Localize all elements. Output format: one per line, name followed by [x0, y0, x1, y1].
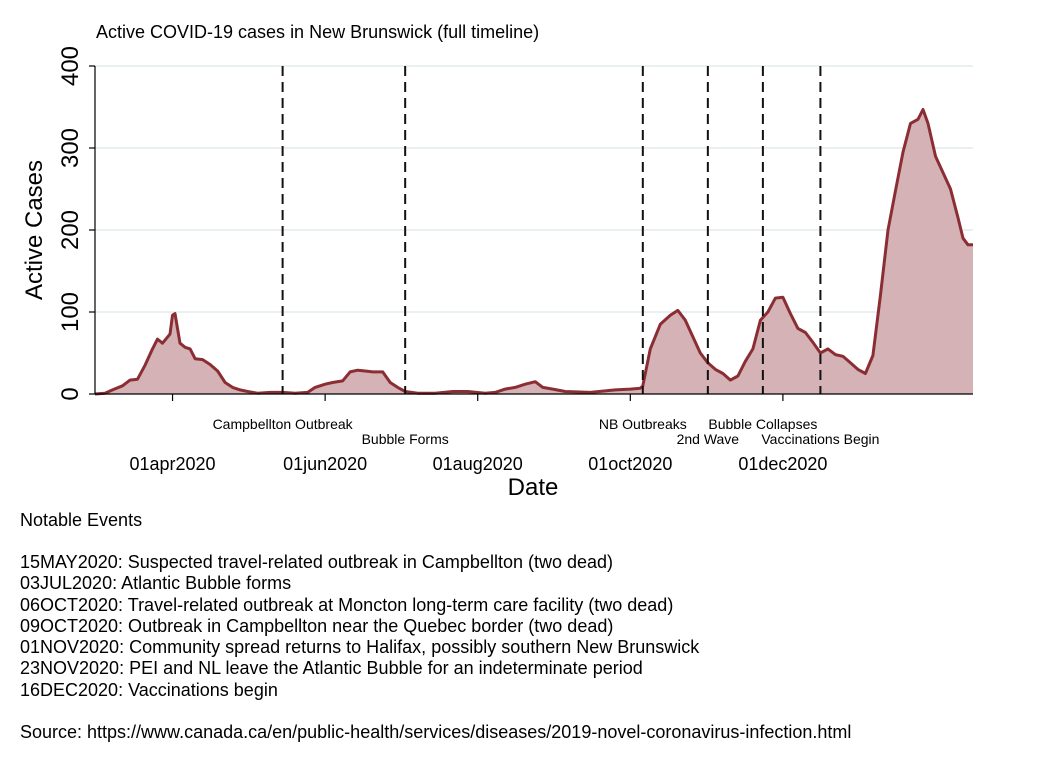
covid-active-cases-chart: Campbellton Outbreak Bubble Forms NB Outbr…	[21, 22, 973, 501]
grid-layer	[95, 65, 973, 313]
x-tick-label: 01jun2020	[283, 454, 367, 474]
active-cases-area	[95, 109, 973, 394]
x-tick-label: 01dec2020	[738, 454, 827, 474]
source-citation: Source: https://www.canada.ca/en/public-…	[20, 722, 852, 742]
note-item: 23NOV2020: PEI and NL leave the Atlantic…	[20, 658, 643, 679]
note-item: 15MAY2020: Suspected travel-related outb…	[20, 552, 614, 572]
note-item: 09OCT2020: Outbreak in Campbellton near …	[20, 615, 614, 636]
y-tick-label: 300	[57, 128, 84, 168]
note-item: 06OCT2020: Travel-related outbreak at Mo…	[20, 594, 674, 615]
notes-list: 15MAY2020: Suspected travel-related outb…	[20, 552, 699, 701]
axis-layer: 0 100 200 300 400 01apr2020 01jun2020 01aug2020…	[57, 46, 973, 474]
x-tick-label: 01apr2020	[129, 454, 215, 474]
event-marker-label: Campbellton Outbreak	[213, 416, 354, 432]
y-tick-label: 400	[57, 46, 84, 86]
y-tick-label: 200	[57, 210, 84, 250]
note-item: 03JUL2020: Atlantic Bubble forms	[20, 573, 292, 594]
note-item: 01NOV2020: Community spread returns to H…	[20, 637, 700, 658]
note-item: 16DEC2020: Vaccinations begin	[20, 679, 278, 700]
event-marker-label: NB Outbreaks	[599, 416, 687, 432]
event-marker-label: Bubble Forms	[362, 431, 449, 447]
x-tick-label: 01aug2020	[433, 454, 523, 474]
active-cases-line	[94, 108, 973, 396]
event-marker-label: 2nd Wave	[677, 431, 740, 447]
x-tick-label: 01oct2020	[588, 454, 672, 474]
y-tick-label: 100	[57, 292, 84, 332]
event-layer: Campbellton Outbreak Bubble Forms NB Outbr…	[213, 66, 879, 447]
notes-title: Notable Events	[20, 510, 143, 530]
event-marker-label: Vaccinations Begin	[761, 431, 879, 447]
y-tick-label: 0	[57, 387, 84, 400]
y-axis-label: Active Cases	[21, 160, 48, 300]
x-axis-label: Date	[508, 474, 559, 501]
chart-title: Active COVID-19 cases in New Brunswick (…	[96, 22, 539, 42]
event-marker-label: Bubble Collapses	[708, 416, 817, 432]
